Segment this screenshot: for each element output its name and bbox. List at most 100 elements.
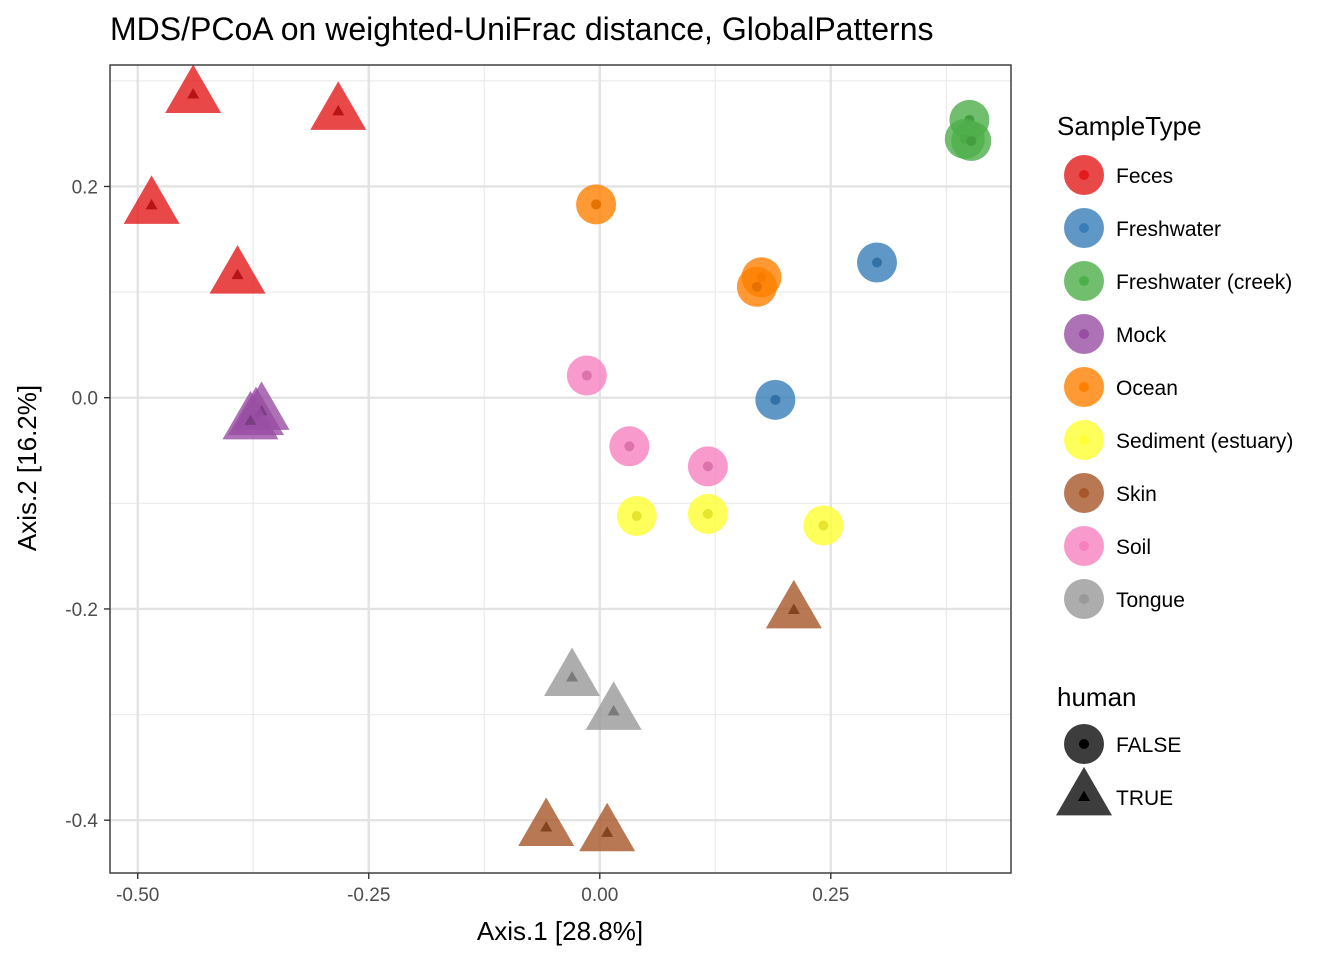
y-axis-title: Axis.2 [16.2%] <box>12 385 42 551</box>
data-point <box>310 81 367 130</box>
point-circle-shade <box>631 511 642 522</box>
data-point <box>736 266 777 307</box>
point-triangle-center <box>145 199 158 210</box>
legend-color-label: Soil <box>1116 536 1151 559</box>
y-tick-label: -0.2 <box>65 600 98 621</box>
legend-color-key-center <box>1079 276 1089 286</box>
point-circle-center <box>872 257 883 268</box>
legend: SampleType Feces Freshwater Freshwater (cr… <box>1056 111 1293 816</box>
data-point <box>576 184 617 225</box>
legend-color-key-center <box>1079 541 1089 551</box>
data-point <box>222 390 279 440</box>
legend-shape-item: TRUE <box>1056 766 1173 816</box>
data-point <box>755 379 796 420</box>
point-triangle-center <box>231 268 244 280</box>
point-triangle-shade <box>607 704 620 716</box>
x-tick-label: -0.50 <box>116 885 159 906</box>
point-triangle-center <box>607 704 620 716</box>
point-circle-shade <box>591 199 602 210</box>
legend-color-label: Tongue <box>1116 589 1185 612</box>
point-triangle-shade <box>601 826 614 837</box>
point-triangle-center <box>244 414 257 425</box>
point-triangle-shade <box>787 603 800 614</box>
legend-shape-label: FALSE <box>1116 734 1181 757</box>
data-point <box>566 355 607 396</box>
legend-shape-key-center <box>1078 790 1090 801</box>
legend-color-item: Ocean <box>1064 367 1178 407</box>
legend-color-key-center <box>1079 435 1089 445</box>
data-point <box>687 493 728 534</box>
point-circle-center <box>770 394 781 405</box>
point-circle-shade <box>770 394 781 405</box>
legend-color-item: Freshwater <box>1064 208 1221 248</box>
panel-border <box>109 64 1012 874</box>
point-circle-shade <box>624 441 635 452</box>
point-circle-shade <box>751 281 762 292</box>
point-triangle-center <box>332 105 345 116</box>
point-triangle-center <box>601 826 614 837</box>
legend-color-label: Skin <box>1116 483 1157 506</box>
point-triangle-shade <box>332 105 345 116</box>
data-point <box>123 175 180 224</box>
point-circle-center <box>581 370 592 381</box>
legend-color-title: SampleType <box>1057 111 1202 141</box>
x-axis-title: Axis.1 [28.8%] <box>477 916 643 946</box>
point-circle-shade <box>872 257 883 268</box>
data-point <box>803 505 844 546</box>
point-triangle-shade <box>540 821 553 832</box>
point-triangle-shade <box>244 414 257 425</box>
legend-shape-item: FALSE <box>1064 724 1181 764</box>
point-circle-shade <box>702 461 713 472</box>
data-point <box>585 681 642 730</box>
legend-color-key-center <box>1079 382 1089 392</box>
point-triangle-shade <box>187 88 200 99</box>
point-triangle-shade <box>231 268 244 280</box>
x-tick-label: 0.00 <box>581 885 618 906</box>
y-tick-label: 0.0 <box>72 389 98 410</box>
legend-shape-key-center <box>1079 739 1089 749</box>
data-point <box>951 121 992 162</box>
points-layer <box>123 64 992 852</box>
plot-panel <box>110 65 1011 873</box>
point-triangle-center <box>187 88 200 99</box>
legend-color-items: Feces Freshwater Freshwater (creek) Mock Oce… <box>1064 155 1293 619</box>
point-circle-shade <box>581 370 592 381</box>
point-triangle-center <box>566 671 579 682</box>
legend-color-key-center <box>1079 488 1089 498</box>
legend-color-item: Freshwater (creek) <box>1064 261 1292 301</box>
point-triangle-center <box>787 603 800 614</box>
legend-shape-title: human <box>1057 682 1137 712</box>
legend-shape-label: TRUE <box>1116 787 1173 810</box>
point-circle-center <box>966 136 977 147</box>
legend-color-label: Freshwater (creek) <box>1116 271 1292 294</box>
legend-color-label: Ocean <box>1116 377 1178 400</box>
data-point <box>518 797 575 847</box>
point-circle-shade <box>966 136 977 147</box>
data-point <box>544 647 601 697</box>
point-circle-center <box>591 199 602 210</box>
point-circle-center <box>624 441 635 452</box>
legend-color-item: Mock <box>1064 314 1167 354</box>
legend-color-key-center <box>1079 223 1089 233</box>
point-circle-center <box>702 461 713 472</box>
legend-shape-items: FALSE TRUE <box>1056 724 1181 816</box>
data-point <box>209 245 266 294</box>
x-tick-label: -0.25 <box>347 885 390 906</box>
legend-color-item: Soil <box>1064 526 1151 566</box>
legend-color-item: Feces <box>1064 155 1173 195</box>
data-point <box>687 446 728 487</box>
y-tick-label: -0.4 <box>65 811 98 832</box>
data-point <box>579 802 636 852</box>
legend-color-item: Tongue <box>1064 579 1185 619</box>
legend-color-label: Mock <box>1116 324 1167 347</box>
data-point <box>765 579 822 629</box>
legend-color-key-center <box>1079 170 1089 180</box>
data-point <box>857 242 898 283</box>
point-circle-shade <box>702 508 713 519</box>
panel-background <box>110 65 1011 873</box>
point-triangle-shade <box>145 199 158 210</box>
point-circle-center <box>818 520 829 531</box>
legend-color-key-center <box>1079 594 1089 604</box>
legend-color-label: Sediment (estuary) <box>1116 430 1293 453</box>
point-triangle-shade <box>566 671 579 682</box>
